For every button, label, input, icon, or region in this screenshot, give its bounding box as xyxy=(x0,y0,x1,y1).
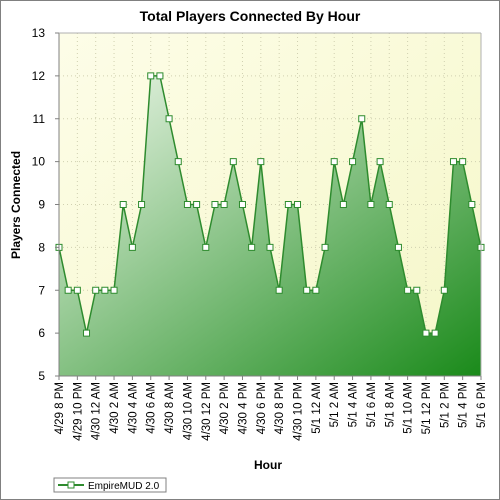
data-point xyxy=(339,201,347,208)
data-point xyxy=(321,243,329,251)
data-point xyxy=(193,201,201,208)
legend: EmpireMUD 2.0 xyxy=(53,477,167,493)
data-point xyxy=(449,158,457,166)
data-point xyxy=(312,286,320,294)
y-tick-label: 12 xyxy=(32,69,46,83)
x-tick-label: 5/1 8 AM xyxy=(384,382,396,427)
x-tick-label: 4/30 6 PM xyxy=(256,382,268,434)
legend-label: EmpireMUD 2.0 xyxy=(88,481,160,492)
data-point xyxy=(367,201,375,208)
data-point xyxy=(174,158,182,166)
data-point xyxy=(459,158,467,166)
x-tick-label: 4/29 8 PM xyxy=(54,382,66,434)
data-point xyxy=(394,243,402,251)
data-point xyxy=(156,72,164,80)
x-tick-label: 5/1 12 PM xyxy=(421,382,433,434)
data-point xyxy=(220,201,228,208)
y-tick-label: 13 xyxy=(32,26,46,40)
data-point xyxy=(202,243,210,251)
data-point xyxy=(119,201,127,208)
data-point xyxy=(165,115,173,123)
data-point xyxy=(257,158,265,166)
data-point xyxy=(294,201,302,208)
data-point xyxy=(211,201,219,208)
data-point xyxy=(110,286,118,294)
data-point xyxy=(376,158,384,166)
y-tick-label: 5 xyxy=(38,369,45,383)
legend-marker-swatch xyxy=(67,481,75,489)
x-tick-labels: 4/29 8 PM 4/29 10 PM 4/30 12 AM 4/30 2 AM 4/… xyxy=(54,382,488,441)
x-tick-label: 4/30 12 PM xyxy=(201,382,213,441)
data-point xyxy=(413,286,421,294)
y-tick-labels: 5 6 7 8 9 10 11 12 13 xyxy=(32,26,46,383)
data-point xyxy=(468,201,476,208)
data-point xyxy=(266,243,274,251)
data-point xyxy=(147,72,155,80)
data-point xyxy=(422,329,430,337)
x-axis-label: Hour xyxy=(254,458,282,472)
data-point xyxy=(303,286,311,294)
x-tick-label: 5/1 2 AM xyxy=(329,382,341,427)
y-tick-label: 10 xyxy=(32,155,46,169)
chart-title: Total Players Connected By Hour xyxy=(140,8,361,24)
data-point xyxy=(64,286,72,294)
data-point xyxy=(358,115,366,123)
x-tick-label: 4/30 8 AM xyxy=(164,382,176,434)
y-axis-label: Players Connected xyxy=(9,151,23,259)
x-tick-label: 4/30 4 PM xyxy=(237,382,249,434)
x-tick-label: 5/1 2 PM xyxy=(439,382,451,428)
data-point xyxy=(101,286,109,294)
x-tick-label: 4/30 2 AM xyxy=(109,382,121,434)
series-markers xyxy=(55,72,485,337)
data-point xyxy=(83,329,91,337)
x-tick-label: 5/1 12 AM xyxy=(311,382,323,434)
x-tick-label: 4/30 6 AM xyxy=(146,382,158,434)
legend-box xyxy=(53,477,167,493)
data-point xyxy=(229,158,237,166)
x-tick-label: 4/30 12 AM xyxy=(91,382,103,440)
data-point xyxy=(73,286,81,294)
x-tick-label: 4/30 10 AM xyxy=(182,382,194,440)
x-tick-label: 4/30 10 PM xyxy=(293,382,305,441)
data-point xyxy=(128,243,136,251)
data-point xyxy=(238,201,246,208)
x-tick-label: 4/30 8 PM xyxy=(274,382,286,434)
x-tick-label: 5/1 6 PM xyxy=(476,382,488,428)
data-point xyxy=(138,201,146,208)
y-tick-label: 9 xyxy=(38,198,45,212)
data-point xyxy=(284,201,292,208)
y-tick-label: 6 xyxy=(38,326,45,340)
data-point xyxy=(349,158,357,166)
x-tick-label: 4/30 4 AM xyxy=(127,382,139,434)
x-tick-label: 5/1 4 AM xyxy=(348,382,360,427)
x-tick-label: 5/1 10 AM xyxy=(403,382,415,434)
x-tick-label: 4/29 10 PM xyxy=(72,382,84,441)
series-area xyxy=(59,75,481,376)
data-point xyxy=(440,286,448,294)
axes xyxy=(55,32,482,380)
data-point xyxy=(183,201,191,208)
data-point xyxy=(431,329,439,337)
data-point xyxy=(248,243,256,251)
data-point xyxy=(275,286,283,294)
data-point xyxy=(404,286,412,294)
y-tick-label: 8 xyxy=(38,240,45,254)
x-tick-label: 4/30 2 PM xyxy=(219,382,231,434)
y-tick-label: 7 xyxy=(38,283,45,297)
x-tick-label: 5/1 6 AM xyxy=(366,382,378,427)
data-point xyxy=(330,158,338,166)
y-tick-label: 11 xyxy=(33,112,46,126)
data-point xyxy=(92,286,100,294)
x-tick-label: 5/1 4 PM xyxy=(458,382,470,428)
data-point xyxy=(385,201,393,208)
